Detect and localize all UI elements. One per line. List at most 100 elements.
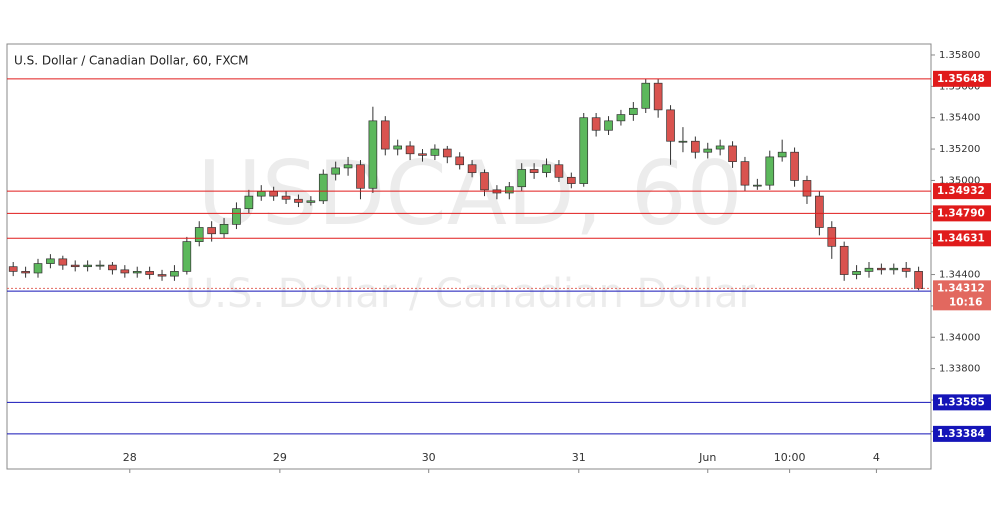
candle-body (207, 227, 216, 235)
candle-body (504, 186, 514, 194)
level-label: 1.34631 (937, 232, 985, 244)
candle-body (157, 274, 167, 277)
candle-body (529, 169, 539, 173)
candle-body (331, 167, 340, 175)
candle-body (641, 82, 651, 109)
y-tick-label: 1.35800 (939, 50, 980, 61)
chart-title: U.S. Dollar / Canadian Dollar, 60, FXCM (14, 54, 249, 68)
candle-body (852, 271, 861, 275)
y-tick-label: 1.35000 (939, 175, 980, 186)
candle-body (108, 264, 117, 271)
candle-body (170, 271, 179, 277)
level-label: 1.33585 (937, 396, 985, 408)
level-label: 1.33384 (937, 428, 985, 440)
candle-body (343, 164, 353, 169)
candle-body (554, 164, 564, 178)
level-label-bg (933, 394, 991, 411)
candle-body (703, 148, 713, 153)
candle-body (182, 241, 192, 272)
candle-body (194, 227, 204, 242)
candle-body (21, 271, 30, 274)
candle-body (567, 176, 576, 184)
x-tick-label: Jun (698, 451, 716, 464)
candle-body (368, 120, 378, 189)
candle-body (678, 140, 688, 143)
candle-body (839, 245, 849, 275)
plot-frame (6, 43, 932, 470)
title-bg (9, 51, 249, 69)
candle-body (753, 184, 762, 187)
candle-body (244, 195, 254, 210)
candle-body (455, 156, 465, 166)
candle-body (877, 267, 886, 271)
candle-body (914, 271, 923, 289)
candle-body (629, 107, 638, 115)
candle-body (480, 172, 489, 191)
countdown: 10:16 (949, 296, 982, 308)
candle-body (653, 82, 663, 111)
candle-body (356, 164, 365, 189)
x-tick-label: 4 (873, 451, 880, 464)
y-tick-label: 1.35200 (939, 144, 980, 155)
level-label-bg (933, 70, 991, 87)
candle-body (58, 258, 68, 266)
level-label-bg (933, 205, 991, 222)
candle-body (467, 164, 477, 173)
candle-body (542, 164, 551, 173)
x-tick-label: 28 (123, 451, 137, 464)
candle-body (306, 200, 316, 203)
candle-body (579, 117, 589, 184)
candle-body (33, 263, 43, 274)
y-tick-label: 1.33800 (939, 364, 980, 375)
level-label-bg (933, 425, 991, 442)
candle-body (145, 271, 154, 275)
candle-body (219, 224, 229, 235)
level-label: 1.34932 (937, 185, 985, 197)
candle-body (765, 156, 775, 186)
watermark-subtitle: U.S. Dollar / Canadian Dollar (185, 271, 756, 317)
candle-body (604, 120, 613, 131)
candle-body (777, 151, 787, 158)
candle-body (294, 198, 303, 203)
candle-body (790, 151, 799, 181)
candle-body (728, 145, 737, 162)
candle-body (380, 120, 390, 150)
candle-body (691, 140, 700, 153)
candle-body (442, 148, 452, 158)
y-tick-label: 1.34400 (939, 270, 980, 281)
candle-body (83, 264, 92, 268)
y-tick-label: 1.35600 (939, 81, 980, 92)
level-label-bg (933, 230, 991, 247)
candle-body (517, 169, 527, 188)
candle-body (889, 267, 899, 271)
y-tick-label: 1.34000 (939, 332, 980, 343)
level-label: 1.34790 (937, 207, 985, 219)
candle-body (95, 264, 105, 267)
current-price-label: 1.34312 (937, 282, 985, 294)
candle-body (318, 173, 328, 202)
candle-body (591, 117, 601, 131)
level-label: 1.35648 (937, 73, 985, 85)
candle-body (740, 161, 750, 186)
candle-body (430, 148, 440, 156)
y-tick-label: 1.35400 (939, 113, 980, 124)
x-tick-label: 30 (422, 451, 436, 464)
candle-body (802, 180, 812, 197)
current-price-bg (933, 280, 991, 311)
candle-body (815, 195, 824, 228)
candle-body (715, 145, 725, 150)
candle-body (132, 271, 142, 274)
candle-body (405, 145, 415, 155)
candle-body (232, 208, 241, 225)
candle-body (418, 153, 427, 156)
x-tick-label: 31 (572, 451, 586, 464)
x-tick-label: 10:00 (774, 451, 806, 464)
watermark: USDCAD, 60 (197, 142, 742, 245)
candle-body (616, 114, 626, 122)
candle-body (269, 191, 278, 197)
candle-body (666, 109, 675, 142)
level-label-bg (933, 183, 991, 200)
candle-body (256, 191, 266, 197)
candle-body (281, 195, 291, 200)
